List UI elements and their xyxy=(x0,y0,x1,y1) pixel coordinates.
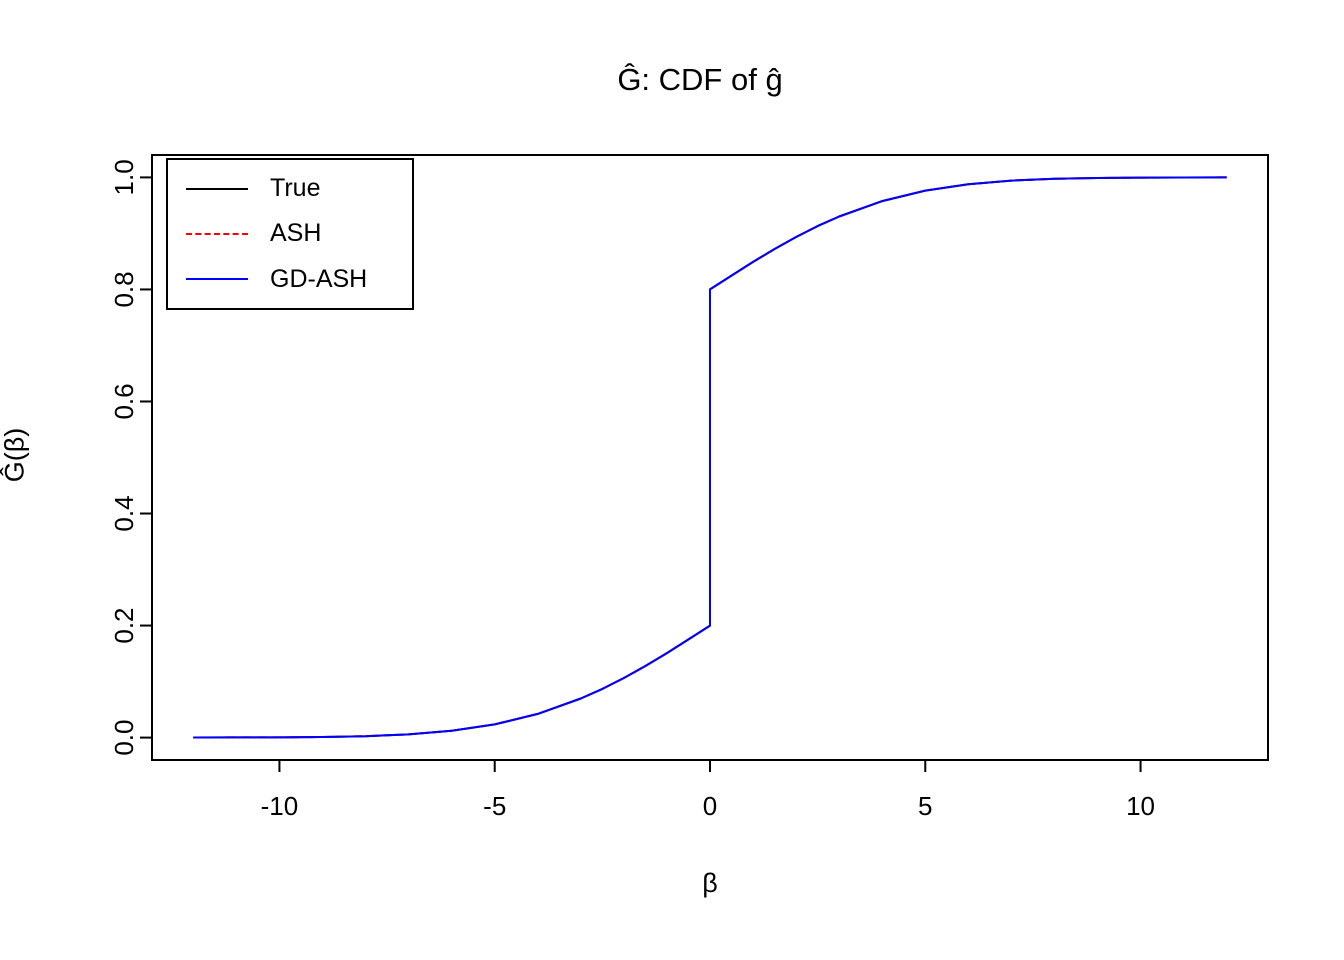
x-tick-label: 0 xyxy=(703,791,717,821)
y-tick-label: 1.0 xyxy=(109,159,139,195)
series-line-gd-ash xyxy=(193,176,1227,739)
legend-line-sample-true xyxy=(186,187,248,190)
y-tick-label: 0.8 xyxy=(109,271,139,307)
legend-label-true: True xyxy=(270,174,321,203)
y-axis-label: Ĝ(β) xyxy=(0,427,30,483)
y-tick-label: 0.0 xyxy=(109,720,139,756)
x-tick-label: -10 xyxy=(261,791,299,821)
x-axis-label: β xyxy=(702,868,718,898)
legend-entry-gdash: GD-ASH xyxy=(168,264,412,293)
y-tick-label: 0.2 xyxy=(109,607,139,643)
legend-box: True ASH GD-ASH xyxy=(166,158,414,310)
chart-title: Ĝ: CDF of ĝ xyxy=(617,62,783,97)
legend-entry-ash: ASH xyxy=(168,221,412,246)
legend-label-gdash: GD-ASH xyxy=(270,264,368,293)
y-tick-label: 0.6 xyxy=(109,383,139,419)
legend-entry-true: True xyxy=(168,176,412,201)
x-tick-label: -5 xyxy=(483,791,506,821)
x-tick-label: 5 xyxy=(918,791,932,821)
legend-line-sample-ash xyxy=(186,232,248,235)
legend-label-ash: ASH xyxy=(270,219,322,248)
x-tick-label: 10 xyxy=(1126,791,1155,821)
y-tick-label: 0.4 xyxy=(109,495,139,531)
legend-line-sample-gdash xyxy=(186,278,248,281)
